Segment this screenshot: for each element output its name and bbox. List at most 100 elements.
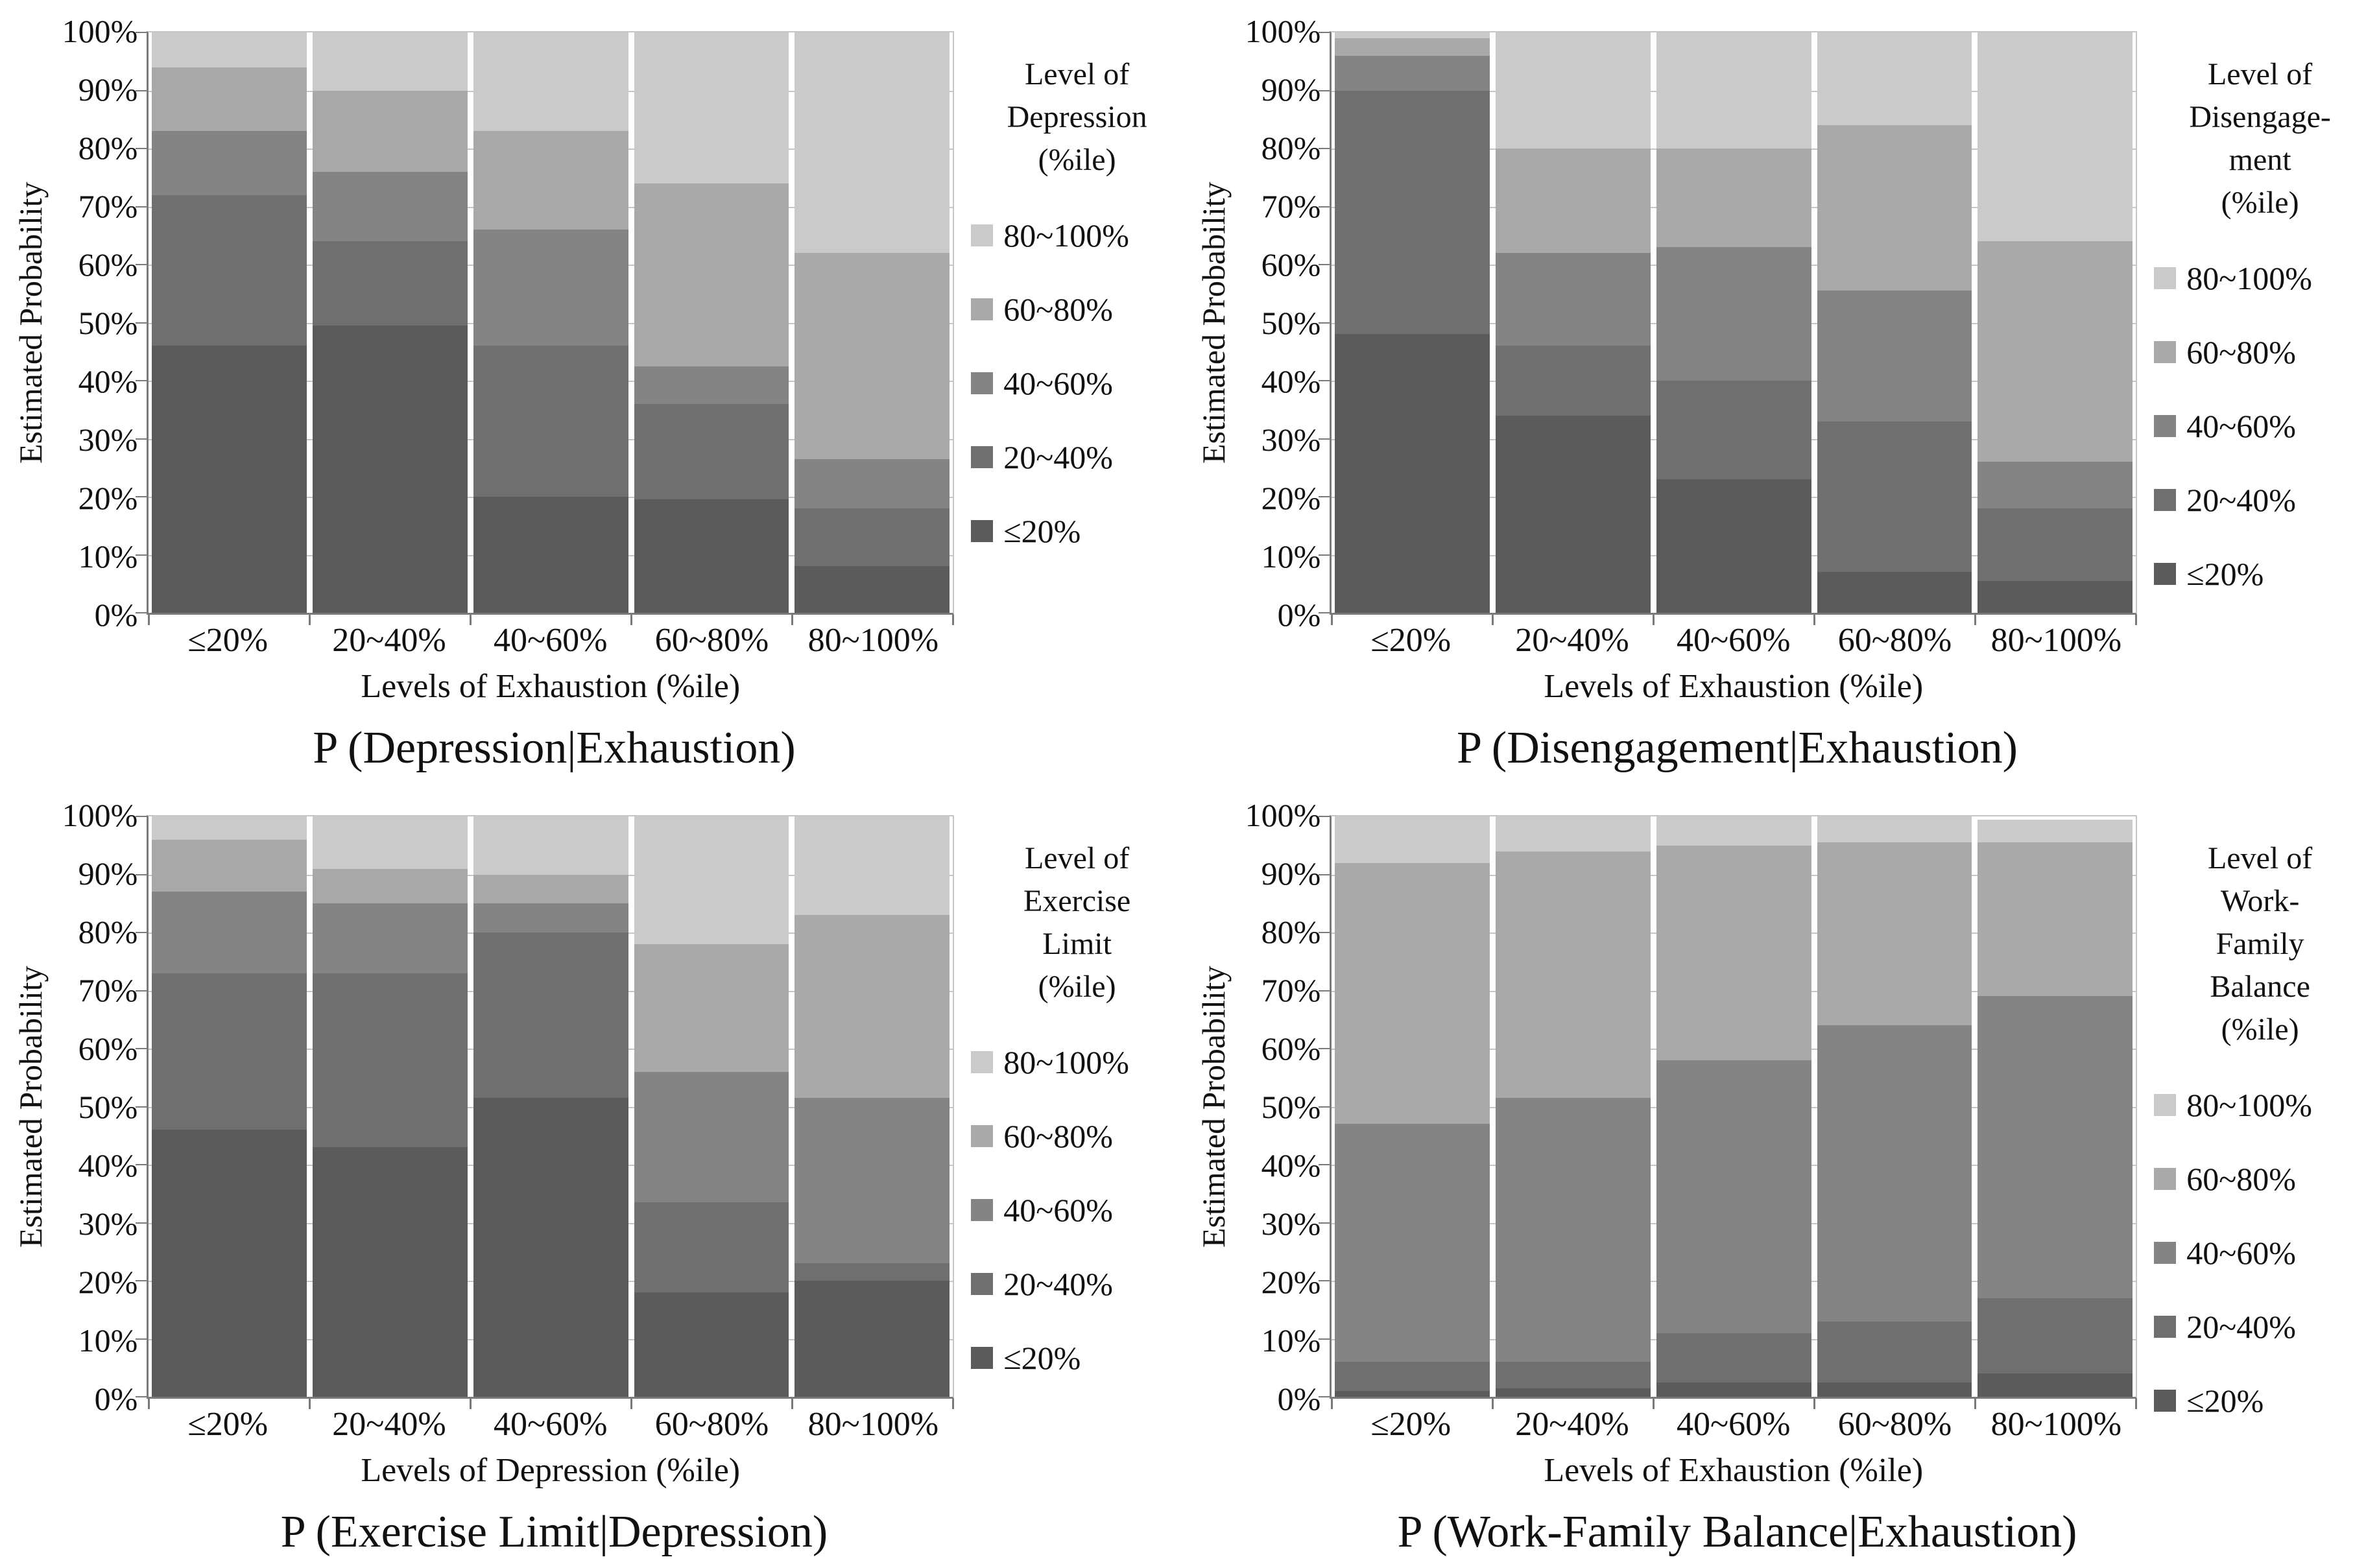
y-tick-mark — [136, 990, 147, 992]
bar-segment — [473, 932, 628, 1099]
x-tick-mark — [1813, 615, 1816, 625]
bar-segment — [795, 32, 950, 254]
y-tick-label: 20% — [78, 480, 138, 516]
y-tick-label: 40% — [1261, 363, 1321, 399]
y-tick-label: 10% — [78, 1322, 138, 1359]
bar-segment — [473, 230, 628, 346]
chart-exercise-limit-given-depression: Estimated Probability 100% 90% 80% 70% 60% 50… — [0, 784, 1183, 1568]
bar-segment — [152, 32, 307, 67]
chart-title: P (Disengagement|Exhaustion) — [1457, 723, 2018, 773]
x-tick-mark — [1492, 615, 1494, 625]
legend-items: 80~100% 60~80% 40~60% 20~40% ≤20% — [2154, 1086, 2366, 1420]
y-tick-mark — [1319, 816, 1330, 817]
x-axis-tick-labels: ≤20% 20~40% 40~60% 60~80% 80~100% — [147, 1399, 954, 1443]
bar — [1496, 816, 1651, 1397]
x-axis-tick-labels: ≤20% 20~40% 40~60% 60~80% 80~100% — [1330, 615, 2137, 659]
y-tick-label: 0% — [1277, 597, 1321, 633]
bar-segment — [313, 816, 468, 869]
bar-segment — [795, 816, 950, 916]
legend-swatch — [971, 1347, 994, 1369]
x-tick-label: 60~80% — [1837, 622, 1952, 659]
bar-segment — [1817, 421, 1972, 573]
legend-label: 20~40% — [1003, 1266, 1113, 1302]
bar-segment — [1656, 1382, 1811, 1397]
x-tick-mark — [2135, 615, 2138, 625]
legend-item: ≤20% — [971, 1339, 1183, 1377]
bar-segment — [1978, 508, 2133, 581]
y-tick-mark — [136, 380, 147, 381]
y-tick-label: 80% — [78, 914, 138, 950]
legend-swatch — [2154, 489, 2177, 511]
legend-title-line: (%ile) — [2221, 1012, 2299, 1047]
y-tick-mark — [136, 89, 147, 91]
x-tick-mark — [952, 615, 955, 625]
y-tick-label: 20% — [1261, 480, 1321, 516]
bar-segment — [634, 366, 789, 404]
y-tick-mark — [136, 554, 147, 556]
bar — [313, 32, 468, 613]
x-tick-mark — [470, 615, 472, 625]
bar-segment — [1335, 38, 1490, 56]
bar — [1656, 32, 1811, 613]
y-tick-label: 0% — [1277, 1381, 1321, 1417]
y-axis-title: Estimated Probability — [12, 182, 49, 464]
legend-item: 20~40% — [971, 438, 1183, 476]
legend-title-line: Exercise — [1023, 884, 1131, 918]
legend-swatch — [2154, 1316, 2177, 1338]
bar-segment — [1496, 1388, 1651, 1397]
x-tick-mark — [1813, 1399, 1816, 1409]
y-tick-label: 30% — [78, 422, 138, 458]
x-axis-title: Levels of Exhaustion (%ile) — [1544, 668, 1924, 705]
x-tick-mark — [1974, 1399, 1977, 1409]
x-tick-label: ≤20% — [187, 1406, 269, 1443]
y-tick-mark — [136, 612, 147, 613]
bars-container — [1335, 816, 2133, 1397]
x-tick-mark — [470, 1399, 472, 1409]
chart-title: P (Work-Family Balance|Exhaustion) — [1397, 1507, 2077, 1557]
legend-item: ≤20% — [2154, 1382, 2366, 1420]
y-tick-label: 80% — [1261, 914, 1321, 950]
legend-item: ≤20% — [2154, 555, 2366, 593]
legend-label: 80~100% — [2186, 260, 2312, 296]
bar-segment — [152, 839, 307, 892]
legend-swatch — [971, 372, 994, 394]
bar-segment — [1335, 862, 1490, 1124]
y-tick-label: 60% — [1261, 246, 1321, 283]
y-axis-tick-labels: 100% 90% 80% 70% 60% 50% 40% 30% 20% 10% 0% — [1237, 13, 1330, 633]
bar-segment — [313, 241, 468, 326]
y-axis-tick-labels: 100% 90% 80% 70% 60% 50% 40% 30% 20% 10% 0% — [54, 797, 147, 1417]
bar-segment — [473, 497, 628, 613]
legend-swatch — [2154, 563, 2177, 585]
chart-area: Estimated Probability 100% 90% 80% 70% 60% 50… — [6, 796, 1183, 1490]
bar-segment — [1817, 32, 1972, 126]
bar-segment — [152, 973, 307, 1130]
legend-title-line: (%ile) — [1038, 143, 1116, 177]
legend-item: 20~40% — [971, 1265, 1183, 1303]
legend-swatch — [971, 1051, 994, 1073]
y-tick-mark — [1319, 873, 1330, 875]
bar-segment — [313, 868, 468, 904]
y-tick-mark — [1319, 612, 1330, 613]
bar-segment — [795, 566, 950, 613]
y-tick-label: 70% — [78, 188, 138, 224]
legend-title-line: Work- — [2220, 884, 2300, 918]
bar-segment — [1656, 816, 1811, 846]
legend-title-line: ment — [2229, 143, 2291, 177]
bar — [473, 32, 628, 613]
legend-label: 80~100% — [1003, 1044, 1129, 1080]
bar-segment — [1656, 148, 1811, 248]
legend-item: ≤20% — [971, 512, 1183, 550]
x-axis-title: Levels of Depression (%ile) — [361, 1452, 741, 1489]
chart-area: Estimated Probability 100% 90% 80% 70% 60% 50… — [6, 12, 1183, 706]
legend-swatch — [971, 520, 994, 542]
legend-title-line: Level of — [2207, 841, 2313, 875]
chart-area: Estimated Probability 100% 90% 80% 70% 60% 50… — [1189, 12, 2366, 706]
y-tick-mark — [1319, 932, 1330, 933]
bar — [795, 32, 950, 613]
y-tick-label: 70% — [1261, 188, 1321, 224]
bar-segment — [152, 195, 307, 346]
bar-segment — [1817, 842, 1972, 1026]
x-tick-mark — [309, 1399, 311, 1409]
chart-depression-given-exhaustion: Estimated Probability 100% 90% 80% 70% 60% 50… — [0, 0, 1183, 784]
